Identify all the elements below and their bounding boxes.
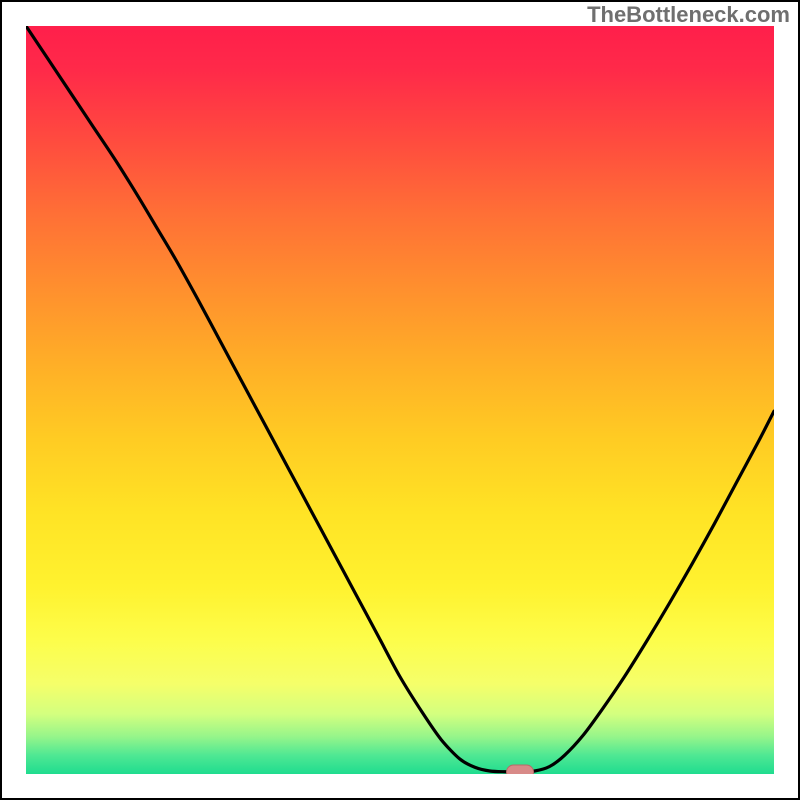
plot-area	[26, 26, 774, 774]
curve-svg	[26, 26, 774, 774]
optimum-marker	[506, 764, 534, 774]
bottleneck-curve	[26, 26, 774, 772]
chart-container: { "watermark": { "text": "TheBottleneck.…	[0, 0, 800, 800]
watermark-text: TheBottleneck.com	[587, 2, 790, 28]
